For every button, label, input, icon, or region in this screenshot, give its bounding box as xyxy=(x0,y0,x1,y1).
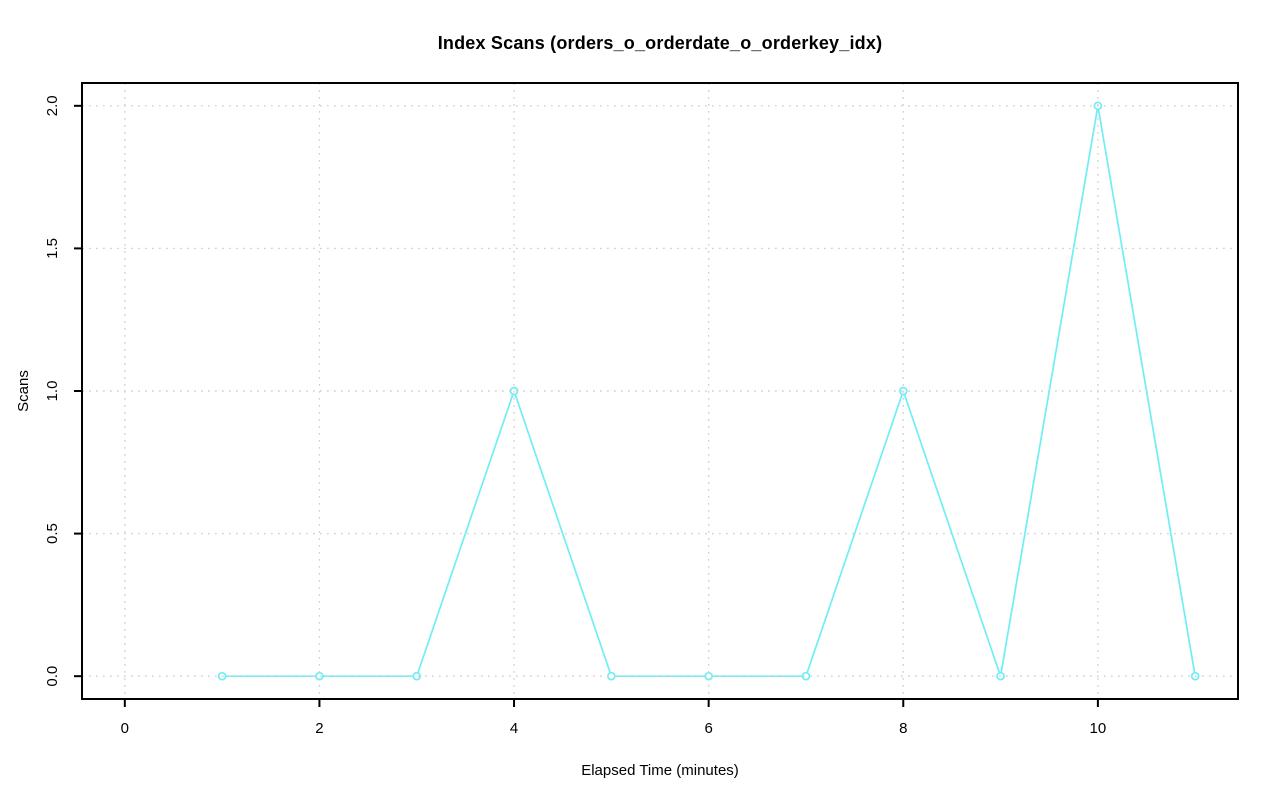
x-axis-label: Elapsed Time (minutes) xyxy=(581,762,739,779)
chart-title: Index Scans (orders_o_orderdate_o_orderk… xyxy=(437,33,883,53)
x-tick-label: 6 xyxy=(704,720,712,737)
x-tick-label: 4 xyxy=(510,720,518,737)
x-tick-label: 8 xyxy=(899,720,907,737)
y-tick-label: 1.5 xyxy=(44,238,61,259)
y-tick-label: 0.0 xyxy=(44,666,61,687)
x-tick-label: 10 xyxy=(1090,720,1107,737)
data-point-marker xyxy=(412,671,422,681)
x-tick-label: 0 xyxy=(121,720,129,737)
y-tick-label: 2.0 xyxy=(44,95,61,116)
data-point-marker xyxy=(801,671,811,681)
plot-box xyxy=(81,82,1239,700)
data-point-marker xyxy=(606,671,616,681)
y-tick-label: 0.5 xyxy=(44,523,61,544)
x-tick-label: 2 xyxy=(315,720,323,737)
y-tick-label: 1.0 xyxy=(44,381,61,402)
